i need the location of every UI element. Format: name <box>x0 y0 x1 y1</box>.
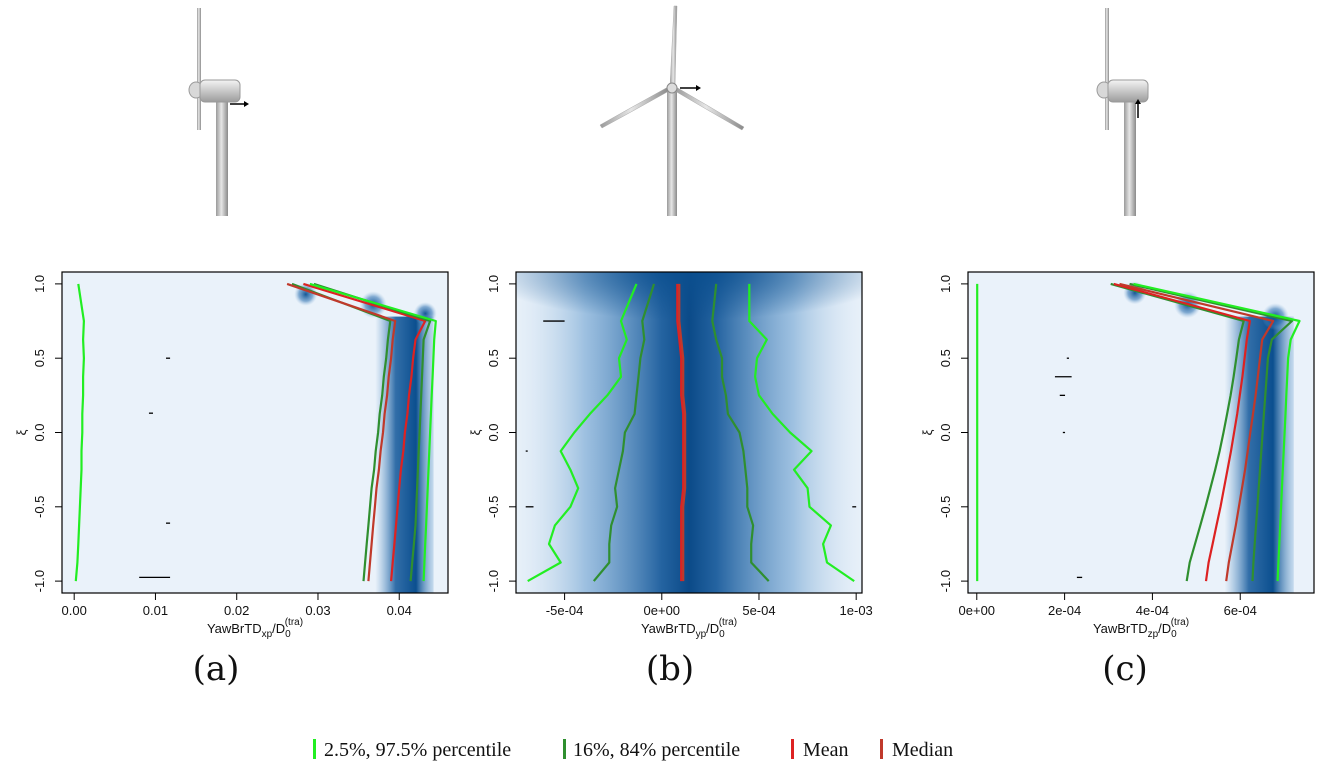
y-axis-label-b: ξ <box>468 429 483 435</box>
x-tick-label-c-0: 0e+00 <box>959 603 996 618</box>
y-tick-label-c-2: 0.0 <box>938 423 953 441</box>
series-line-median-a <box>286 282 397 582</box>
y-tick-label-b-1: -0.5 <box>486 496 501 518</box>
y-tick-label-a-4: 1.0 <box>32 275 47 293</box>
y-tick-label-b-3: 0.5 <box>486 349 501 367</box>
panel-label-c: (c) <box>1102 649 1148 689</box>
turbine-front-view-y-icon <box>599 5 745 216</box>
x-tick-label-c-2: 4e-04 <box>1136 603 1169 618</box>
series-line-p97-5-c <box>1133 282 1301 582</box>
series-line-p2-5-b <box>527 283 638 583</box>
y-tick-label-b-0: -1.0 <box>486 570 501 592</box>
legend-swatch-median <box>880 739 883 759</box>
series-line-p84-c <box>1129 282 1294 582</box>
series-line-p84-a <box>313 282 432 582</box>
y-tick-label-c-0: -1.0 <box>938 570 953 592</box>
series-line-mean-b <box>676 283 685 582</box>
chart-panel-a: 0.00 0.01 0.02 0.03 0.04 -1.0 -0.5 0.0 0.5 1.0 ξ Ya… <box>14 271 449 640</box>
y-tick-label-c-1: -0.5 <box>938 496 953 518</box>
x-tick-label-c-3: 6e-04 <box>1224 603 1257 618</box>
legend-swatch-mean <box>791 739 794 759</box>
plot-area-c <box>968 272 1314 593</box>
x-tick-label-b-1: 0e+00 <box>644 603 681 618</box>
turbine-side-view-x-icon <box>188 8 249 216</box>
x-tick-label-a-4: 0.04 <box>387 603 412 618</box>
y-tick-label-a-1: -0.5 <box>32 496 47 518</box>
panel-label-a: (a) <box>193 649 240 689</box>
legend-swatch-p16-84 <box>563 739 566 759</box>
legend: 2.5%, 97.5% percentile 16%, 84% percenti… <box>313 739 953 761</box>
series-line-p97-5-a <box>309 282 437 582</box>
series-line-p16-c <box>1110 282 1245 582</box>
y-axis-label-a: ξ <box>14 429 29 435</box>
y-tick-label-c-4: 1.0 <box>938 275 953 293</box>
x-axis-label-c: YawBrTDzp/D0(tra) <box>1093 617 1189 640</box>
series-line-p2-5-a <box>74 283 86 582</box>
y-tick-label-c-3: 0.5 <box>938 349 953 367</box>
chart-panel-b: -5e-04 0e+00 5e-04 1e-03 -1.0 -0.5 0.0 0.5 1.0 ξ Y… <box>468 271 873 640</box>
plot-area-b <box>516 272 862 593</box>
series-line-mean-c <box>1113 282 1252 582</box>
x-tick-label-a-2: 0.02 <box>224 603 249 618</box>
x-tick-label-b-0: -5e-04 <box>546 603 584 618</box>
x-axis-label-a: YawBrTDxp/D0(tra) <box>207 617 303 640</box>
y-tick-label-a-2: 0.0 <box>32 423 47 441</box>
panels: 0.00 0.01 0.02 0.03 0.04 -1.0 -0.5 0.0 0.5 1.0 ξ Ya… <box>14 271 1315 640</box>
x-tick-label-a-3: 0.03 <box>305 603 330 618</box>
series-line-p16-a <box>291 282 392 582</box>
y-tick-label-a-0: -1.0 <box>32 570 47 592</box>
turbine-side-view-z-icon <box>1096 8 1149 216</box>
legend-swatch-p2-5-97-5 <box>313 739 316 759</box>
x-tick-label-a-1: 0.01 <box>143 603 168 618</box>
y-tick-label-b-2: 0.0 <box>486 423 501 441</box>
y-tick-label-a-3: 0.5 <box>32 349 47 367</box>
y-axis-label-c: ξ <box>920 429 935 435</box>
x-tick-label-b-3: 1e-03 <box>840 603 873 618</box>
legend-label-median: Median <box>892 739 953 761</box>
series-line-median-b <box>678 283 687 582</box>
series-line-p97-5-b <box>748 283 855 583</box>
panel-label-b: (b) <box>646 649 694 689</box>
series-line-median-c <box>1119 282 1275 582</box>
series-line-p84-b <box>711 283 770 582</box>
x-tick-label-a-0: 0.00 <box>62 603 87 618</box>
plot-area-a <box>62 272 448 593</box>
series-line-p16-b <box>592 283 656 582</box>
y-tick-label-b-4: 1.0 <box>486 275 501 293</box>
density-top-b <box>516 272 862 353</box>
series-line-mean-a <box>303 282 427 582</box>
chart-panel-c: 0e+00 2e-04 4e-04 6e-04 -1.0 -0.5 0.0 0.5 1.0 ξ Ya… <box>920 271 1315 640</box>
legend-label-p16-84: 16%, 84% percentile <box>573 739 740 761</box>
x-tick-label-c-1: 2e-04 <box>1048 603 1081 618</box>
legend-label-p2-5-97-5: 2.5%, 97.5% percentile <box>324 739 511 761</box>
x-tick-label-b-2: 5e-04 <box>742 603 775 618</box>
x-axis-label-b: YawBrTDyp/D0(tra) <box>641 617 737 640</box>
legend-label-mean: Mean <box>803 739 849 761</box>
